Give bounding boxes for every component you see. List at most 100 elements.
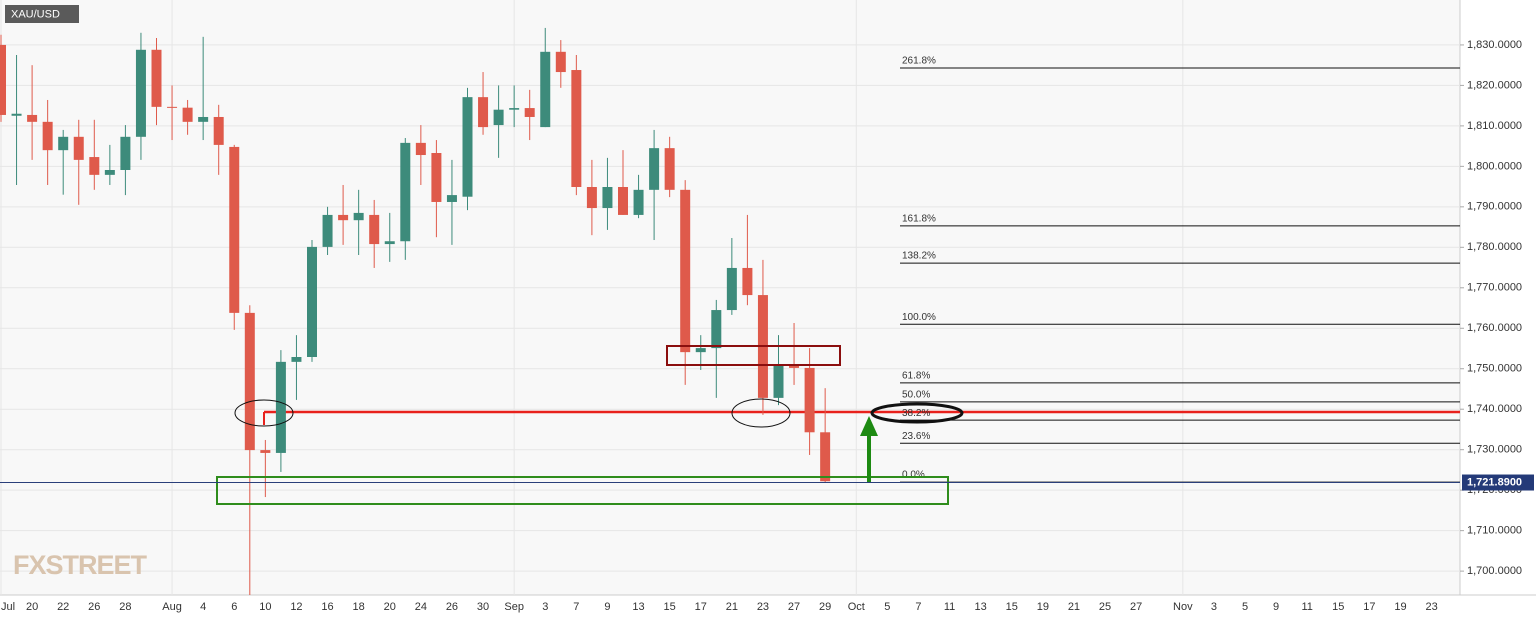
x-tick-label: 9 xyxy=(604,601,610,613)
highlight-ellipse xyxy=(870,402,964,424)
candle-body xyxy=(820,432,831,482)
last-price-tag xyxy=(1462,474,1534,491)
candle-body xyxy=(680,189,691,353)
x-tick-label: 12 xyxy=(290,601,302,613)
candle-body xyxy=(586,187,597,209)
x-tick-label: 3 xyxy=(1211,601,1217,613)
candle-body xyxy=(0,44,6,115)
x-tick-label: 3 xyxy=(542,601,548,613)
y-tick-label: 1,750.0000 xyxy=(1467,363,1522,375)
symbol-badge xyxy=(5,5,79,23)
axis-background xyxy=(1460,0,1536,618)
y-tick-label: 1,740.0000 xyxy=(1467,403,1522,415)
candle-body xyxy=(58,136,69,151)
candle-body xyxy=(198,116,209,122)
candle-body xyxy=(695,348,706,353)
candle-body xyxy=(369,214,380,245)
x-tick-label: 23 xyxy=(1425,601,1437,613)
candle-body xyxy=(27,114,38,122)
y-tick-label: 1,710.0000 xyxy=(1467,525,1522,537)
candle-body xyxy=(478,97,489,128)
x-tick-label: 9 xyxy=(1273,601,1279,613)
candle-body xyxy=(229,146,240,313)
axes: 1,700.00001,710.00001,720.00001,730.0000… xyxy=(0,39,1534,613)
x-tick-label: 26 xyxy=(446,601,458,613)
candle-body xyxy=(773,365,784,398)
candle-body xyxy=(291,357,302,362)
fib-label: 50.0% xyxy=(902,390,930,401)
fib-label: 138.2% xyxy=(902,251,936,262)
candle-body xyxy=(742,267,753,296)
x-tick-label: 7 xyxy=(915,601,921,613)
candle-body xyxy=(322,214,333,247)
x-tick-label: 11 xyxy=(944,601,955,613)
candle-body xyxy=(540,51,551,128)
candle-body xyxy=(400,142,411,242)
x-tick-label: 19 xyxy=(1037,601,1049,613)
y-tick-label: 1,820.0000 xyxy=(1467,79,1522,91)
candle-body xyxy=(151,49,162,107)
fib-label: 0.0% xyxy=(902,470,925,481)
candle-body xyxy=(415,142,426,156)
x-tick-label: 25 xyxy=(1099,601,1111,613)
x-tick-label: 6 xyxy=(231,601,237,613)
fib-levels: 261.8% 161.8% 138.2% 100.0% 61.8% 50.0% 38.2% 2… xyxy=(900,56,1460,483)
fib-label: 38.2% xyxy=(902,408,930,419)
candle-body xyxy=(711,310,722,349)
x-tick-label: 30 xyxy=(477,601,489,613)
annotations xyxy=(216,345,964,505)
candle-body xyxy=(618,187,628,215)
candle-body xyxy=(42,121,53,151)
last-price-label: 1,721.8900 xyxy=(1467,476,1522,488)
symbol: XAU/USD xyxy=(11,8,60,20)
fib-label: 161.8% xyxy=(902,213,936,224)
x-tick-label: 11 xyxy=(1301,601,1312,613)
x-tick-label: Aug xyxy=(162,601,182,613)
candle-body xyxy=(104,170,115,175)
annotations xyxy=(263,410,1460,425)
x-tick-label: 24 xyxy=(415,601,427,613)
candle-body xyxy=(244,312,255,451)
candle-body xyxy=(446,195,457,202)
candle-body xyxy=(493,109,504,126)
arrow-head xyxy=(860,416,878,436)
x-tick-label: Jul xyxy=(1,601,15,613)
x-tick-label: 20 xyxy=(26,601,38,613)
x-tick-label: 5 xyxy=(884,601,890,613)
x-tick-label: Nov xyxy=(1173,601,1193,613)
y-tick-label: 1,780.0000 xyxy=(1467,241,1522,253)
x-tick-label: 13 xyxy=(975,601,987,613)
candle-body xyxy=(431,153,442,202)
y-tick-label: 1,800.0000 xyxy=(1467,160,1522,172)
candle-body xyxy=(275,361,286,453)
candle-body xyxy=(602,187,613,209)
x-tick-label: 28 xyxy=(119,601,131,613)
grid xyxy=(0,0,1460,595)
candle-body xyxy=(11,113,22,116)
candle-body xyxy=(804,367,815,433)
x-tick-label: 5 xyxy=(1242,601,1248,613)
x-tick-label: 20 xyxy=(384,601,396,613)
x-tick-label: 21 xyxy=(1068,601,1080,613)
candle-body xyxy=(509,108,520,110)
candle-body xyxy=(353,212,364,221)
candle-body xyxy=(462,97,473,197)
candle-body xyxy=(213,116,224,145)
x-tick-label: Sep xyxy=(504,601,524,613)
highlight-ellipse xyxy=(234,399,294,427)
candle-body xyxy=(664,148,675,190)
y-tick-label: 1,760.0000 xyxy=(1467,322,1522,334)
x-tick-label: 21 xyxy=(726,601,738,613)
y-tick-label: 1,730.0000 xyxy=(1467,444,1522,456)
candle-body xyxy=(633,189,644,215)
y-tick-label: 1,830.0000 xyxy=(1467,39,1522,51)
watermark: FXSTREET xyxy=(13,550,148,580)
x-tick-label: 23 xyxy=(757,601,769,613)
x-tick-label: 27 xyxy=(788,601,800,613)
candle-body xyxy=(167,106,178,108)
x-tick-label: Oct xyxy=(848,601,865,613)
candle-body xyxy=(182,107,193,122)
x-tick-label: 27 xyxy=(1130,601,1142,613)
x-tick-label: 26 xyxy=(88,601,100,613)
